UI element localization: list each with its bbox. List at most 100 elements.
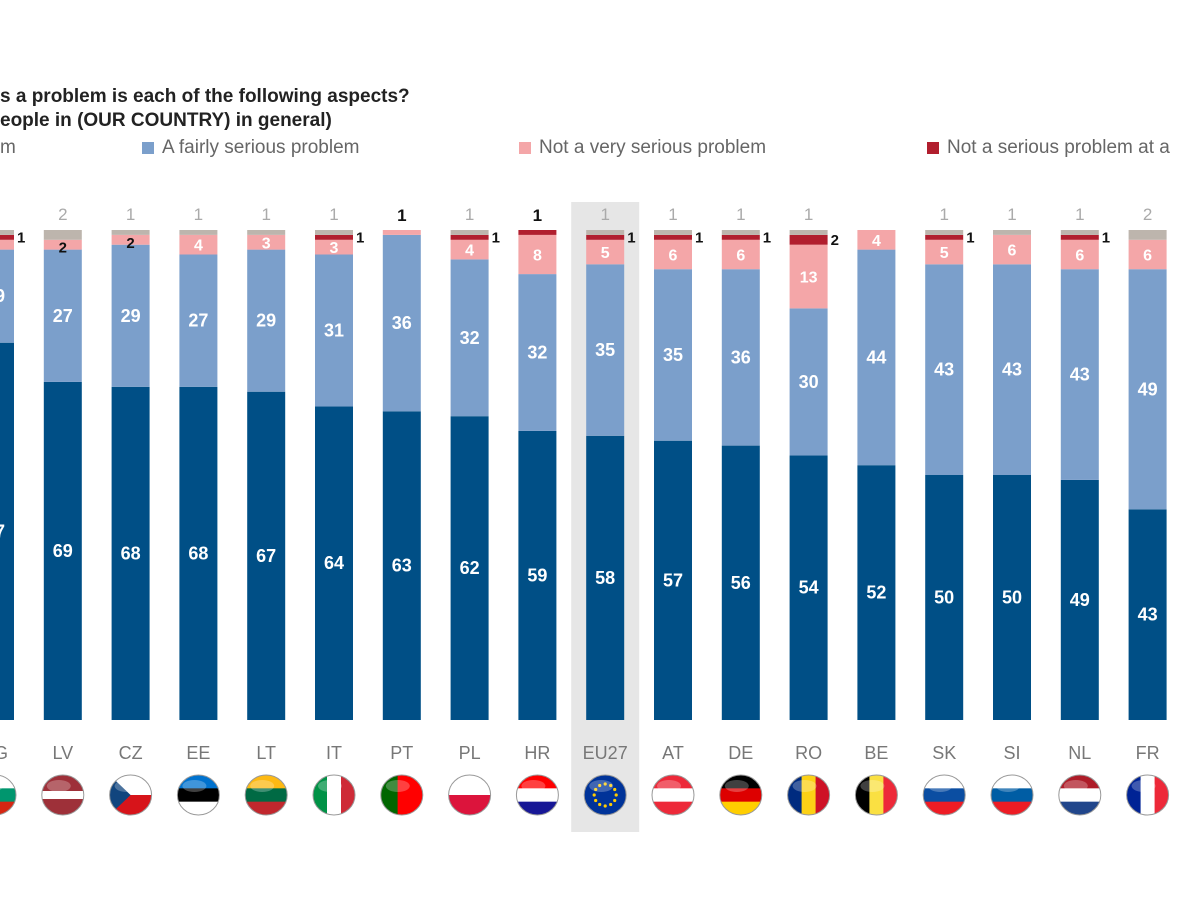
bar-segment-not_very_serious xyxy=(654,239,692,270)
bar-segment-very_serious xyxy=(43,381,82,720)
flag-gloss xyxy=(589,780,614,792)
bar-LV: 69 27 2 2 xyxy=(43,205,82,720)
data-label-dont_know: 1 xyxy=(939,205,948,224)
bar-segment-dont_know xyxy=(721,230,760,235)
category-label: PT xyxy=(390,743,413,763)
flag-be-icon xyxy=(855,775,898,815)
data-label-very_serious: 77 xyxy=(0,521,5,541)
chart-title-line-2: eople in (OUR COUNTRY) in general) xyxy=(0,110,332,131)
category-label: SK xyxy=(932,743,956,763)
flag-gloss xyxy=(724,780,749,792)
flag-gloss xyxy=(182,780,207,792)
data-label-very_serious: 69 xyxy=(53,541,73,561)
bar-segment-very_serious xyxy=(179,386,218,720)
flag-border xyxy=(719,774,763,816)
data-label-fairly_serious: 43 xyxy=(934,360,954,380)
bar-segment-very_serious xyxy=(0,342,14,720)
bar-segment-fairly_serious xyxy=(518,274,557,431)
bar-segment-fairly_serious xyxy=(43,249,82,382)
flag-it-icon xyxy=(313,775,355,815)
data-label-dont_know: 1 xyxy=(600,205,609,224)
data-label-fairly_serious: 27 xyxy=(188,311,208,331)
data-label-not_very_serious: 6 xyxy=(1008,243,1017,260)
data-label-dont_know: 1 xyxy=(736,205,745,224)
data-label-fairly_serious: 44 xyxy=(866,347,886,367)
bar-segment-very_serious xyxy=(654,440,692,720)
flag-gloss xyxy=(1131,780,1156,792)
data-label-not_very_serious: 5 xyxy=(940,245,949,262)
chart-title-line-1: s a problem is each of the following asp… xyxy=(0,86,410,107)
data-label-fairly_serious: 43 xyxy=(1070,365,1090,385)
bar-segment-dont_know xyxy=(315,230,353,235)
bar-segment-dont_know xyxy=(179,230,218,235)
legend-swatch-icon xyxy=(927,142,939,154)
bar-segment-not_at_all xyxy=(721,234,760,240)
category-label: SI xyxy=(1003,743,1020,763)
flag-lv-icon xyxy=(41,775,84,815)
data-label-not_at_all: 1 xyxy=(627,229,635,246)
bar-segment-very_serious xyxy=(925,475,964,720)
bar-segment-not_very_serious xyxy=(518,234,557,275)
bar-PL: 62 32 4 1 1 xyxy=(450,205,500,720)
bar-segment-dont_know xyxy=(1128,230,1167,240)
bar-segment-dont_know xyxy=(1060,230,1099,235)
data-label-very_serious: 52 xyxy=(866,583,886,603)
bar-segment-not_very_serious xyxy=(382,230,421,235)
bar-segment-very_serious xyxy=(518,430,557,720)
bar-segment-very_serious xyxy=(315,406,353,720)
data-label-not_very_serious: 4 xyxy=(465,243,474,260)
category-label: PL xyxy=(459,743,481,763)
flag-border xyxy=(0,775,17,815)
category-label: RO xyxy=(795,743,822,763)
data-label-very_serious: 43 xyxy=(1138,605,1158,625)
bar-segment-very_serious xyxy=(111,386,150,720)
data-label-not_very_serious: 6 xyxy=(1075,248,1084,265)
bar-segment-not_very_serious xyxy=(1060,239,1099,270)
legend-fairly-serious: A fairly serious problem xyxy=(142,137,359,159)
data-label-fairly_serious: 36 xyxy=(731,347,751,367)
category-label: LV xyxy=(52,743,73,763)
data-label-dont_know: 2 xyxy=(58,205,67,224)
flag-ro-icon xyxy=(787,775,830,815)
data-label-fairly_serious: 29 xyxy=(121,306,141,326)
flag-pl-icon xyxy=(448,775,491,815)
flag-hr-icon xyxy=(516,775,559,815)
data-label-very_serious: 63 xyxy=(392,556,412,576)
flag-gloss xyxy=(46,780,71,792)
data-label-dont_know: 1 xyxy=(1007,205,1016,224)
category-label: EU27 xyxy=(583,743,628,763)
flag-border xyxy=(583,774,627,816)
flag-border xyxy=(41,774,85,816)
data-label-not_very_serious: 6 xyxy=(669,248,678,265)
data-label-not_very_serious: 6 xyxy=(736,248,745,265)
bar-segment-dont_know xyxy=(247,230,286,235)
data-label-fairly_serious: 19 xyxy=(0,286,5,306)
flag-gloss xyxy=(521,780,546,792)
data-label-not_at_all: 1 xyxy=(17,229,25,246)
bar-segment-dont_know xyxy=(789,230,828,235)
bar-segment-dont_know xyxy=(993,230,1031,235)
data-label-very_serious: 64 xyxy=(324,553,344,573)
data-label-fairly_serious: 35 xyxy=(663,345,683,365)
data-label-very_serious: 54 xyxy=(799,578,819,598)
legend-not-very-serious: Not a very serious problem xyxy=(519,137,766,159)
data-label-fairly_serious: 30 xyxy=(799,372,819,392)
bar-SI: 50 43 6 1 xyxy=(993,205,1031,720)
bar-segment-fairly_serious xyxy=(789,308,828,456)
legend-very-serious: m xyxy=(0,137,16,159)
data-label-not_very_serious: 5 xyxy=(601,245,610,262)
bar-segment-dont_know xyxy=(111,230,150,235)
legend-label: Not a very serious problem xyxy=(539,137,767,158)
legend-label: m xyxy=(0,137,16,158)
flag-gloss xyxy=(114,780,139,792)
category-label: AT xyxy=(662,743,684,763)
flag-at-icon xyxy=(652,775,694,815)
flag-border xyxy=(854,774,898,816)
bar-segment-not_very_serious xyxy=(789,244,828,309)
bar-LT: 67 29 3 1 xyxy=(247,205,286,720)
legend-label: A fairly serious problem xyxy=(162,137,360,158)
data-label-fairly_serious: 32 xyxy=(527,343,547,363)
legend-not-at-all: Not a serious problem at a xyxy=(927,137,1170,159)
